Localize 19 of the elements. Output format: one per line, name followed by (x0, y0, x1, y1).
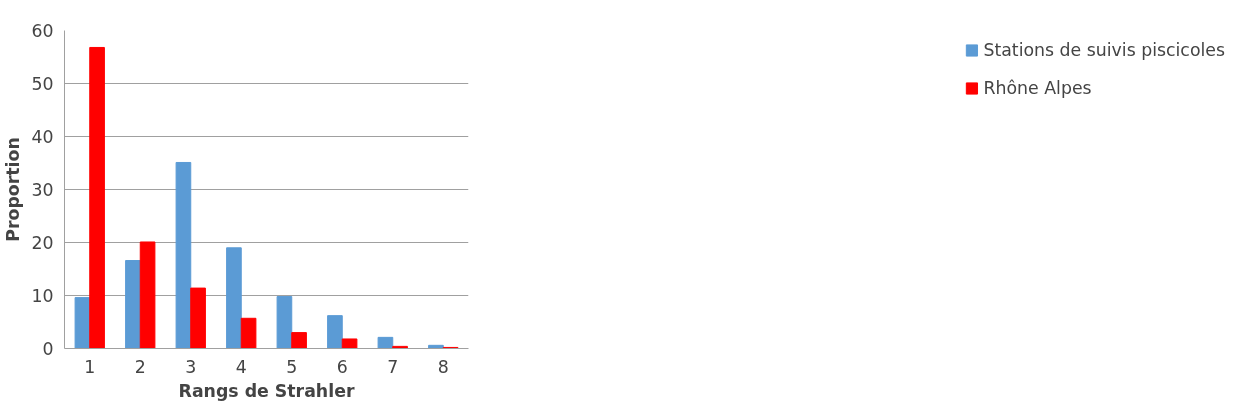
legend-label: Rhône Alpes (983, 78, 1092, 98)
y-tick-label: 40 (31, 127, 54, 147)
x-tick-label: 1 (84, 356, 96, 377)
x-tick-label: 3 (185, 356, 197, 377)
y-tick-label: 60 (31, 21, 54, 41)
x-tick-label: 8 (437, 356, 449, 377)
y-axis-title: Proportion (3, 137, 24, 242)
x-tick-label: 2 (134, 356, 146, 377)
legend-label: Stations de suivis piscicoles (983, 40, 1225, 60)
y-tick-label: 30 (31, 180, 54, 200)
y-tick-label: 50 (31, 74, 54, 94)
x-tick-label: 5 (286, 356, 298, 377)
x-axis-title: Rangs de Strahler (178, 380, 355, 401)
y-tick-label: 0 (42, 339, 54, 359)
x-tick-label: 4 (235, 356, 247, 377)
y-tick-label: 20 (31, 233, 54, 253)
x-tick-label: 6 (336, 356, 348, 377)
x-tick-label: 7 (387, 356, 399, 377)
y-tick-label: 10 (31, 286, 54, 306)
